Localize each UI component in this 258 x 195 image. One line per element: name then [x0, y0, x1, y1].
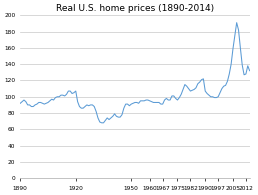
Title: Real U.S. home prices (1890-2014): Real U.S. home prices (1890-2014)	[56, 4, 214, 13]
